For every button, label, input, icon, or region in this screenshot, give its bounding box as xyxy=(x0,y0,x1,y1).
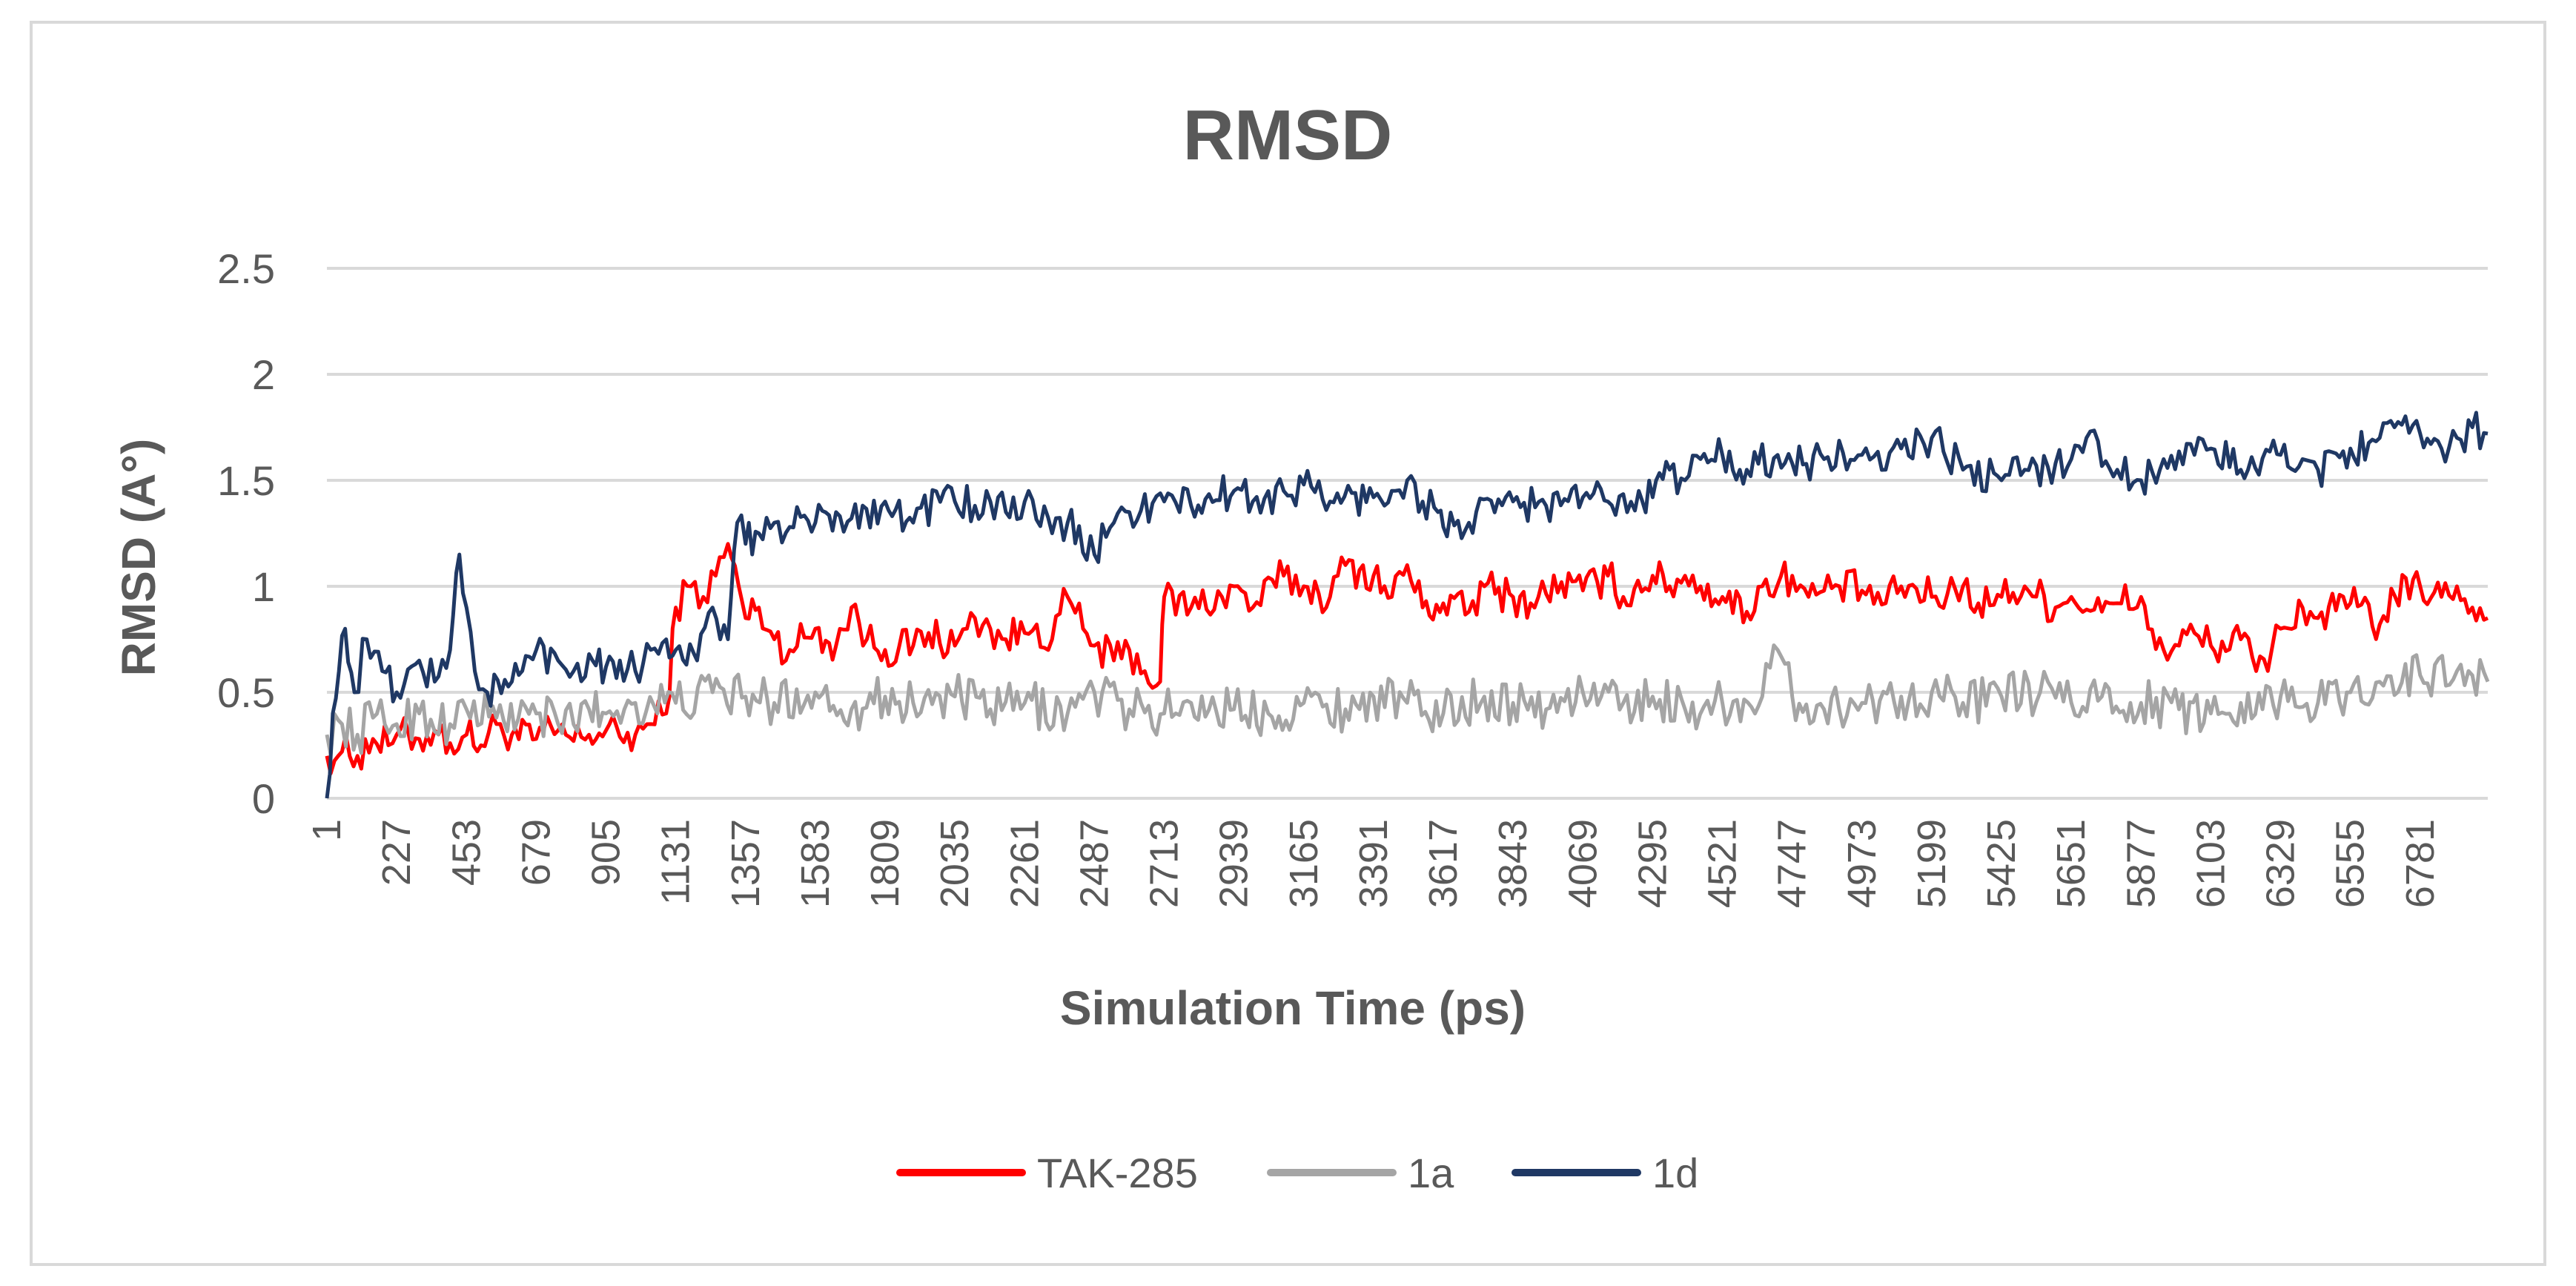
x-tick-label: 3391 xyxy=(1351,819,1396,908)
x-tick-label: 5651 xyxy=(2049,819,2093,908)
y-tick-label: 2.5 xyxy=(217,245,275,292)
x-tick-label: 6781 xyxy=(2398,819,2443,908)
legend-label-1d: 1d xyxy=(1652,1150,1698,1196)
series-line-1d xyxy=(325,411,2489,799)
x-tick-label: 1 xyxy=(305,819,349,841)
y-tick-label: 1.5 xyxy=(217,457,275,504)
x-tick-label: 1583 xyxy=(793,819,838,908)
x-tick-label: 227 xyxy=(374,819,419,886)
x-axis-ticks: 1 227 453 679 905 1131 1357 1583 1809 2035 2261 248… xyxy=(305,819,2443,908)
x-axis-label: Simulation Time (ps) xyxy=(1060,981,1526,1035)
legend-label-1a: 1a xyxy=(1408,1150,1454,1196)
x-tick-label: 6555 xyxy=(2328,819,2373,908)
y-tick-label: 0.5 xyxy=(217,669,275,716)
x-tick-label: 2261 xyxy=(1002,819,1047,908)
x-tick-label: 2713 xyxy=(1142,819,1187,908)
y-tick-label: 2 xyxy=(252,351,275,398)
x-tick-label: 2939 xyxy=(1212,819,1256,908)
series-line-1a xyxy=(325,643,2490,757)
x-tick-label: 4521 xyxy=(1701,819,1745,908)
x-tick-label: 4069 xyxy=(1560,819,1605,908)
series-lines xyxy=(325,411,2490,799)
x-tick-label: 2035 xyxy=(933,819,977,908)
series-line-tak-285 xyxy=(325,542,2489,776)
x-tick-label: 905 xyxy=(584,819,629,886)
x-tick-label: 4973 xyxy=(1840,819,1884,908)
x-tick-label: 1357 xyxy=(724,819,768,908)
y-tick-label: 0 xyxy=(252,775,275,822)
x-tick-label: 5425 xyxy=(1979,819,2024,908)
x-tick-label: 3617 xyxy=(1421,819,1466,908)
y-axis-label: RMSD (A°) xyxy=(112,439,165,677)
y-tick-label: 1 xyxy=(252,563,275,610)
x-tick-label: 4747 xyxy=(1770,819,1815,908)
legend-label-tak-285: TAK-285 xyxy=(1037,1150,1198,1196)
x-tick-label: 5199 xyxy=(1910,819,1954,908)
x-tick-label: 5877 xyxy=(2119,819,2163,908)
legend: TAK-285 1a 1d xyxy=(896,1150,1698,1196)
chart-title: RMSD xyxy=(1183,96,1393,175)
y-axis-ticks: 0 0.5 1 1.5 2 2.5 xyxy=(217,245,275,822)
x-tick-label: 2487 xyxy=(1072,819,1116,908)
chart-frame: RMSD 0 0.5 1 1.5 2 2.5 1 227 453 679 905 1131 1357 1… xyxy=(30,21,2546,1266)
x-tick-label: 453 xyxy=(444,819,489,886)
x-tick-label: 679 xyxy=(514,819,558,886)
x-tick-label: 3843 xyxy=(1491,819,1535,908)
x-tick-label: 6329 xyxy=(2259,819,2303,908)
x-tick-label: 1131 xyxy=(654,819,698,905)
x-tick-label: 1809 xyxy=(863,819,907,908)
x-tick-label: 6103 xyxy=(2188,819,2233,908)
gridlines xyxy=(327,267,2488,800)
x-tick-label: 3165 xyxy=(1282,819,1326,908)
x-tick-label: 4295 xyxy=(1630,819,1675,908)
rmsd-line-chart: RMSD 00.511.522.5 1 227 453 679 905 1131 1357 1… xyxy=(112,96,2490,1196)
